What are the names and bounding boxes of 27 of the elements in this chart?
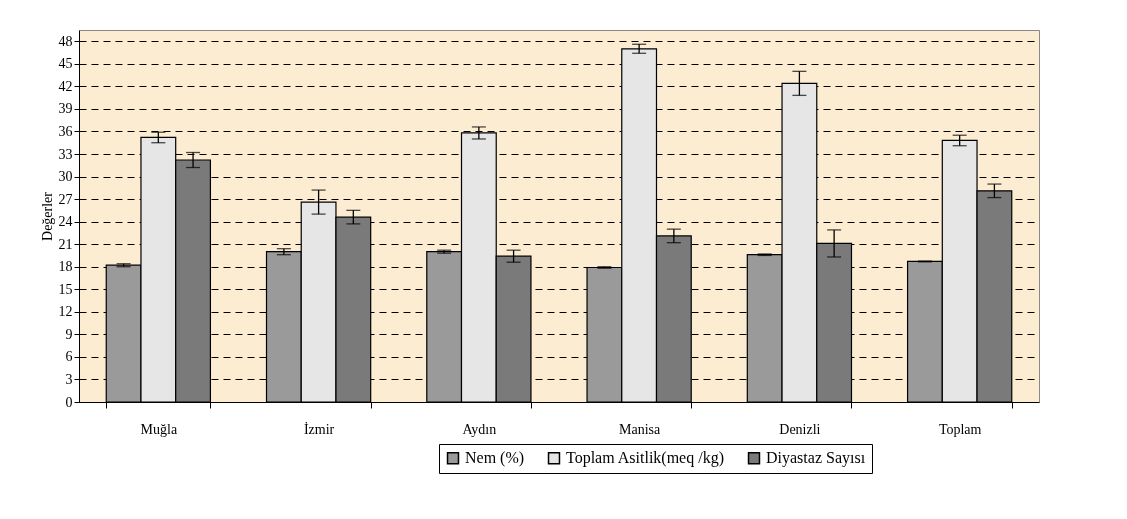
y-tick-label: 27 <box>58 191 73 207</box>
y-tick-label: 48 <box>58 33 73 49</box>
x-tick-label: Aydın <box>462 421 497 437</box>
y-tick-label: 21 <box>58 236 73 252</box>
y-tick-label: 9 <box>65 326 73 342</box>
y-tick-label: 3 <box>65 371 73 387</box>
y-tick-label: 45 <box>58 56 73 72</box>
y-tick-label: 0 <box>65 394 73 410</box>
x-tick-label: Toplam <box>938 421 982 437</box>
y-tick-label: 24 <box>58 214 73 230</box>
y-tick-label: 42 <box>58 78 73 94</box>
y-tick-label: 6 <box>65 349 73 365</box>
y-tick-label: 12 <box>58 304 73 320</box>
legend-label: Diyastaz Sayısı <box>766 449 866 468</box>
x-tick-label: Denizli <box>779 421 821 437</box>
legend-label: Toplam Asitlik(meq /kg) <box>566 449 724 468</box>
y-tick-label: 30 <box>58 169 73 185</box>
y-tick-label: 39 <box>58 101 73 117</box>
y-tick-label: 18 <box>58 259 73 275</box>
y-axis-title: Değerler <box>39 191 55 241</box>
x-tick-label: İzmir <box>303 421 335 437</box>
legend-label: Nem (%) <box>465 449 525 468</box>
x-tick-label: Manisa <box>619 421 662 437</box>
y-tick-label: 33 <box>58 146 73 162</box>
y-tick-label: 36 <box>58 123 73 139</box>
y-tick-label: 15 <box>58 281 73 297</box>
x-tick-label: Muğla <box>140 421 178 437</box>
